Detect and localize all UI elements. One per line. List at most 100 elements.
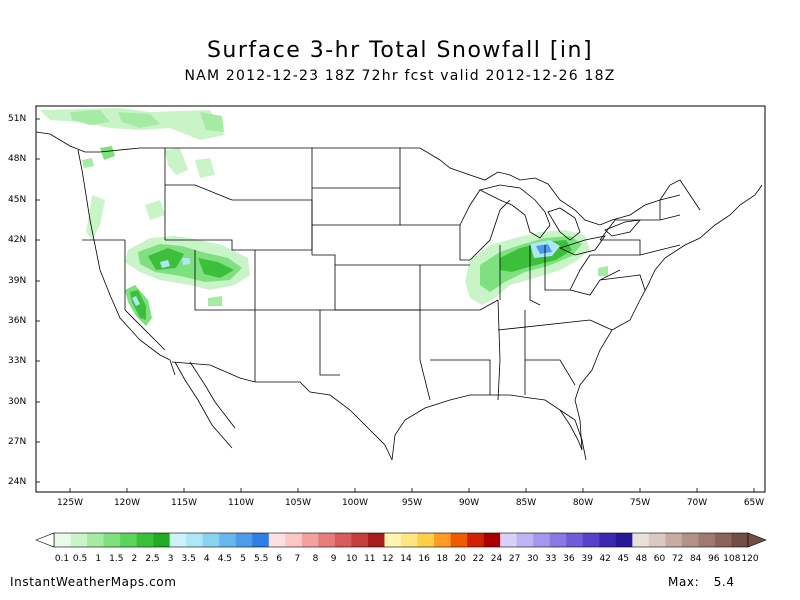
max-label: Max: bbox=[668, 575, 700, 589]
lon-label: 95W bbox=[401, 498, 423, 508]
max-value: 5.4 bbox=[713, 575, 735, 589]
colorbar-swatch bbox=[450, 533, 468, 547]
axis-ticks bbox=[36, 118, 755, 492]
colorbar-left-arrow bbox=[35, 532, 55, 548]
colorbar-swatch bbox=[401, 533, 418, 547]
lat-label: 27N bbox=[8, 437, 27, 447]
map-boundaries bbox=[36, 131, 763, 461]
lon-label: 75W bbox=[629, 498, 651, 508]
map-title: Surface 3-hr Total Snowfall [in] bbox=[206, 38, 594, 63]
lon-label: 65W bbox=[743, 498, 765, 508]
colorbar-swatch bbox=[483, 533, 501, 547]
colorbar-swatch bbox=[632, 533, 650, 547]
lon-label: 80W bbox=[572, 498, 594, 508]
colorbar-swatch bbox=[301, 533, 319, 547]
colorbar-swatch bbox=[533, 533, 551, 547]
colorbar-swatch bbox=[731, 533, 749, 547]
lon-label: 90W bbox=[458, 498, 480, 508]
colorbar-tick-label: 42 bbox=[599, 554, 611, 564]
colorbar-swatch bbox=[648, 533, 666, 547]
map-frame-bg bbox=[36, 106, 765, 492]
colorbar-swatch bbox=[615, 533, 633, 547]
lat-label: 45N bbox=[8, 195, 27, 205]
lat-label: 48N bbox=[8, 154, 27, 164]
colorbar-tick-label: 16 bbox=[418, 554, 430, 564]
colorbar-swatch bbox=[367, 533, 385, 547]
colorbar-swatch bbox=[219, 533, 237, 547]
colorbar-swatch bbox=[70, 533, 88, 547]
colorbar-swatch bbox=[467, 533, 484, 547]
colorbar-swatch bbox=[169, 533, 187, 547]
colorbar-swatch bbox=[153, 533, 170, 547]
lat-label: 39N bbox=[8, 276, 27, 286]
colorbar-tick-label: 0.5 bbox=[72, 554, 88, 564]
lat-label: 30N bbox=[8, 397, 27, 407]
colorbar-swatch bbox=[665, 533, 683, 547]
colorbar-swatch bbox=[549, 533, 567, 547]
colorbar-tick-label: 14 bbox=[400, 554, 412, 564]
colorbar-tick-label: 2 bbox=[131, 554, 138, 564]
colorbar-tick-label: 36 bbox=[563, 554, 575, 564]
colorbar-swatch bbox=[334, 533, 352, 547]
colorbar-tick-label: 5 bbox=[240, 554, 246, 564]
colorbar-swatch bbox=[285, 533, 303, 547]
lon-label: 70W bbox=[686, 498, 708, 508]
colorbar-swatch bbox=[136, 533, 154, 547]
max-value-readout: Max: 5.4 bbox=[668, 575, 735, 589]
colorbar-tick-label: 20 bbox=[454, 554, 467, 564]
colorbar-tick-label: 48 bbox=[635, 554, 648, 564]
colorbar-swatch bbox=[252, 533, 270, 547]
colorbar-tick-label: 11 bbox=[364, 554, 376, 564]
colorbar-tick-label: 45 bbox=[617, 554, 630, 564]
colorbar-swatch bbox=[103, 533, 121, 547]
colorbar-tick-label: 30 bbox=[526, 554, 539, 564]
colorbar-tick-label: 108 bbox=[723, 554, 741, 564]
lon-label: 125W bbox=[56, 498, 84, 508]
lat-label: 36N bbox=[8, 316, 27, 326]
colorbar-swatch bbox=[87, 533, 104, 547]
colorbar-swatch bbox=[599, 533, 617, 547]
colorbar-tick-label: 10 bbox=[345, 554, 358, 564]
colorbar-swatch bbox=[268, 533, 286, 547]
colorbar-tick-label: 6 bbox=[276, 554, 283, 564]
colorbar-tick-label: 27 bbox=[508, 554, 521, 564]
colorbar-tick-label: 8 bbox=[312, 554, 319, 564]
colorbar-swatch bbox=[186, 533, 204, 547]
colorbar-tick-label: 72 bbox=[671, 554, 684, 564]
colorbar-tick-label: 33 bbox=[545, 554, 557, 564]
colorbar-swatch bbox=[582, 533, 600, 547]
lat-label: 24N bbox=[8, 477, 27, 487]
colorbar-swatch bbox=[698, 533, 716, 547]
lon-label: 115W bbox=[170, 498, 198, 508]
colorbar-swatches bbox=[53, 532, 749, 548]
colorbar-tick-label: 39 bbox=[581, 554, 593, 564]
colorbar-swatch bbox=[54, 533, 71, 547]
colorbar-tick-label: 1 bbox=[95, 554, 102, 564]
colorbar-tick-label: 3.5 bbox=[181, 554, 196, 564]
colorbar-tick-label: 2.5 bbox=[145, 554, 160, 564]
colorbar-tick-label: 96 bbox=[708, 554, 720, 564]
colorbar-swatch bbox=[500, 533, 517, 547]
colorbar-right-arrow bbox=[747, 532, 767, 548]
snowfall-shading bbox=[40, 108, 608, 326]
colorbar-swatch bbox=[235, 533, 253, 547]
colorbar-tick-label: 18 bbox=[436, 554, 448, 564]
lon-label: 85W bbox=[515, 498, 537, 508]
colorbar-swatch bbox=[351, 533, 369, 547]
colorbar-tick-label: 3 bbox=[167, 554, 174, 564]
colorbar-tick-label: 120 bbox=[741, 554, 759, 564]
colorbar-tick-label: 5.5 bbox=[254, 554, 269, 564]
colorbar-tick-label: 12 bbox=[382, 554, 394, 564]
lon-label: 100W bbox=[341, 498, 369, 508]
colorbar-swatch bbox=[566, 533, 584, 547]
colorbar-swatch bbox=[120, 533, 137, 547]
colorbar-tick-label: 84 bbox=[689, 554, 702, 564]
colorbar-tick-label: 22 bbox=[472, 554, 485, 564]
colorbar-tick-label: 0.1 bbox=[54, 554, 70, 564]
colorbar-swatch bbox=[714, 533, 732, 547]
colorbar-swatch bbox=[417, 533, 435, 547]
colorbar-tick-label: 7 bbox=[294, 554, 301, 564]
colorbar-tick-label: 24 bbox=[490, 554, 503, 564]
colorbar-swatch bbox=[202, 533, 220, 547]
colorbar-swatch bbox=[681, 533, 699, 547]
